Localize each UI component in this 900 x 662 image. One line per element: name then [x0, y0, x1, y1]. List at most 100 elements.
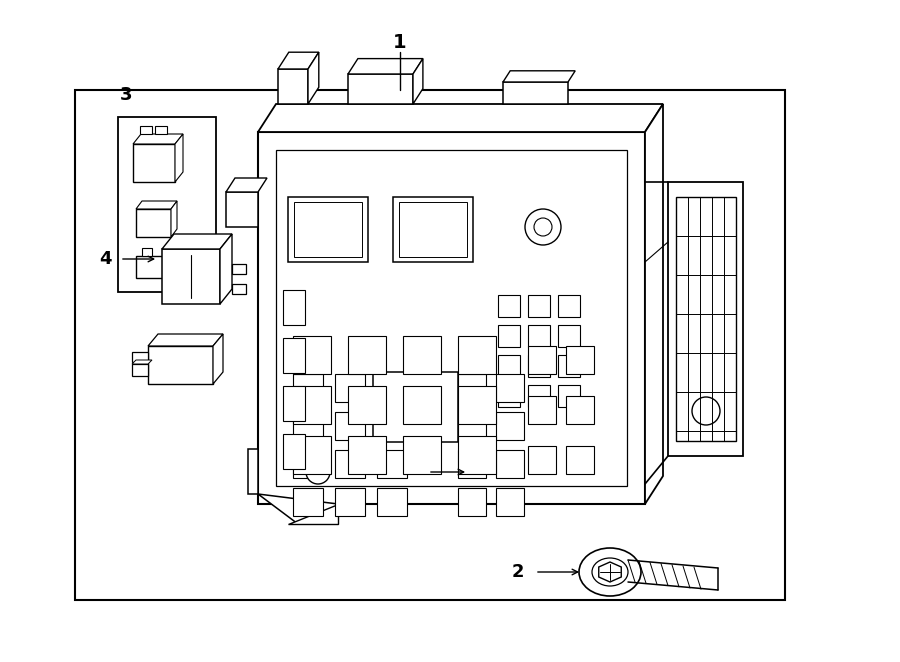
Bar [403, 336, 441, 374]
Bar [458, 488, 486, 516]
Bar [283, 290, 305, 325]
Polygon shape [278, 52, 319, 69]
Bar [335, 412, 365, 440]
Polygon shape [162, 234, 232, 249]
Bar [162, 248, 172, 256]
Bar [283, 386, 305, 421]
Polygon shape [598, 562, 621, 582]
Bar [335, 450, 365, 478]
Bar [75, 90, 785, 600]
Bar [335, 374, 365, 402]
Bar [377, 412, 407, 440]
Bar [148, 346, 213, 384]
Bar [528, 355, 550, 377]
Text: 2: 2 [512, 563, 524, 581]
Bar [377, 488, 407, 516]
Bar [498, 325, 520, 347]
Bar [293, 450, 323, 478]
Polygon shape [288, 504, 338, 524]
Polygon shape [308, 52, 319, 104]
Circle shape [534, 218, 552, 236]
Bar [528, 446, 556, 474]
Bar [155, 126, 167, 134]
Polygon shape [413, 59, 423, 104]
Polygon shape [148, 334, 223, 346]
Bar [393, 197, 473, 262]
Bar [558, 355, 580, 377]
Polygon shape [133, 134, 183, 144]
Bar [377, 374, 407, 402]
Polygon shape [136, 201, 177, 209]
Bar [496, 488, 524, 516]
Bar [458, 412, 486, 440]
Bar [458, 450, 486, 478]
Polygon shape [226, 178, 267, 192]
Polygon shape [258, 104, 663, 132]
Bar [498, 355, 520, 377]
Bar [458, 336, 496, 374]
Bar [566, 396, 594, 424]
Bar [293, 336, 331, 374]
Bar [258, 132, 645, 504]
Bar [232, 284, 246, 294]
Polygon shape [503, 82, 568, 104]
Bar [528, 396, 556, 424]
Bar [458, 436, 496, 474]
Polygon shape [348, 59, 423, 74]
Bar [377, 450, 407, 478]
Polygon shape [171, 201, 177, 237]
Polygon shape [258, 494, 338, 524]
Polygon shape [248, 449, 258, 494]
Text: 3: 3 [120, 86, 132, 104]
Polygon shape [220, 234, 232, 304]
Bar [496, 412, 524, 440]
Polygon shape [213, 334, 223, 384]
Bar [142, 248, 152, 256]
Bar [140, 126, 152, 134]
Text: 4: 4 [99, 250, 112, 268]
Bar [496, 450, 524, 478]
Bar [528, 385, 550, 407]
Bar [132, 364, 148, 376]
Bar [403, 436, 441, 474]
Circle shape [692, 397, 720, 425]
Bar [528, 346, 556, 374]
Polygon shape [226, 192, 258, 227]
Polygon shape [191, 250, 196, 278]
Bar [498, 295, 520, 317]
Polygon shape [645, 104, 663, 504]
Bar [566, 446, 594, 474]
Bar [293, 386, 331, 424]
Bar [293, 412, 323, 440]
Polygon shape [175, 134, 183, 182]
Bar [528, 325, 550, 347]
Bar [288, 197, 368, 262]
Bar [403, 386, 441, 424]
Bar [348, 386, 386, 424]
Bar [293, 374, 323, 402]
Bar [136, 256, 191, 278]
Circle shape [525, 209, 561, 245]
Polygon shape [676, 197, 736, 441]
Bar [399, 202, 467, 257]
Bar [373, 372, 458, 442]
Bar [136, 209, 171, 237]
Ellipse shape [592, 558, 628, 586]
Bar [283, 338, 305, 373]
Bar [294, 202, 362, 257]
Bar [458, 374, 486, 402]
Bar [132, 352, 148, 362]
Bar [335, 488, 365, 516]
Bar [528, 295, 550, 317]
Text: 1: 1 [393, 32, 407, 52]
Bar [458, 386, 496, 424]
Bar [293, 436, 331, 474]
Bar [498, 385, 520, 407]
Bar [348, 436, 386, 474]
Circle shape [306, 460, 330, 484]
Polygon shape [348, 74, 413, 104]
Ellipse shape [579, 548, 641, 596]
Bar [348, 336, 386, 374]
Bar [558, 295, 580, 317]
Bar [558, 385, 580, 407]
